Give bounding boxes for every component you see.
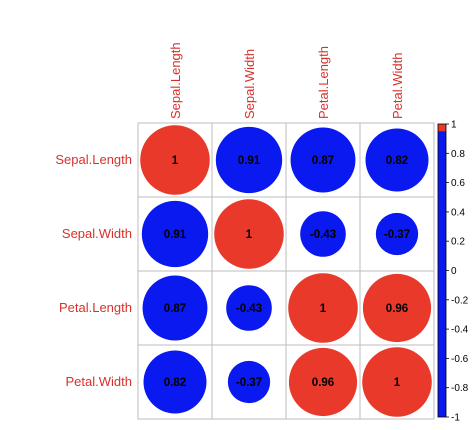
correlation-value-label: 0.87: [164, 303, 186, 315]
colorbar-tick-label: 0.6: [451, 178, 465, 189]
correlation-value-label: 0.87: [312, 155, 334, 167]
correlation-circle: [142, 275, 208, 341]
correlation-circle: [300, 211, 346, 257]
correlation-circle: [375, 212, 419, 256]
column-labels: Sepal.Length Sepal.Width Petal.Length Petal…: [168, 42, 405, 119]
correlation-circle: [288, 347, 358, 417]
column-label: Petal.Width: [390, 53, 405, 119]
correlation-value-label: 0.96: [312, 377, 334, 389]
correlation-value-label: 0.91: [164, 229, 187, 241]
colorbar: 1 0.8 0.6 0.4 0.2 0 -0.2 -0.4 -0.6 -0.8 -1: [437, 120, 469, 424]
colorbar-tick-label: -0.8: [451, 383, 469, 394]
correlation-value-label: -0.37: [384, 229, 410, 241]
correlation-value-label: 0.82: [386, 155, 408, 167]
column-label: Sepal.Length: [168, 42, 183, 119]
correlation-circle: [362, 273, 432, 343]
correlation-value-label: -0.37: [236, 377, 262, 389]
correlation-circle: [141, 200, 209, 268]
colorbar-tick-label: -0.6: [451, 354, 469, 365]
row-label: Petal.Width: [66, 374, 132, 389]
grid-layer: [137, 122, 435, 420]
colorbar-tick-label: 0: [451, 266, 457, 277]
correlation-circle: [140, 125, 210, 195]
correlation-value-label: -0.43: [310, 229, 336, 241]
correlation-value-label: -0.43: [236, 303, 262, 315]
colorbar-tick-label: 0.8: [451, 149, 465, 160]
row-labels: Sepal.Length Sepal.Width Petal.Length Petal…: [55, 152, 132, 389]
correlation-circle: [226, 285, 272, 331]
correlation-value-label: 1: [320, 303, 327, 315]
row-label: Sepal.Length: [55, 152, 132, 167]
correlation-circle: [215, 126, 283, 194]
colorbar-tick-label: 1: [451, 120, 457, 131]
cell-layer: 1 0.91 0.87 0.82 0.91 1 -0.43 -0.37 0.87 -0.43 1 0.…: [140, 125, 432, 417]
colorbar-tick-label: -0.4: [451, 325, 469, 336]
correlation-circle: [290, 127, 356, 193]
correlation-circle: [214, 199, 284, 269]
colorbar-tick-label: 0.4: [451, 207, 465, 218]
correlation-circle: [365, 128, 429, 192]
correlation-circle: [227, 360, 271, 404]
column-label: Sepal.Width: [242, 49, 257, 119]
correlation-value-label: 0.96: [386, 303, 408, 315]
colorbar-tick-label: -1: [451, 413, 460, 424]
colorbar-positive-segment: [438, 124, 446, 132]
correlation-value-label: 1: [246, 229, 253, 241]
correlation-circle: [143, 350, 207, 414]
correlation-circle: [288, 273, 358, 343]
correlation-value-label: 0.91: [238, 155, 261, 167]
colorbar-tick-label: 0.2: [451, 237, 465, 248]
correlation-value-label: 1: [394, 377, 401, 389]
row-label: Petal.Length: [59, 300, 132, 315]
column-label: Petal.Length: [316, 46, 331, 119]
colorbar-tick-label: -0.2: [451, 295, 469, 306]
correlation-circle: [362, 347, 432, 417]
colorbar-fill: [438, 124, 446, 417]
correlation-value-label: 0.82: [164, 377, 186, 389]
row-label: Sepal.Width: [62, 226, 132, 241]
correlation-value-label: 1: [172, 155, 179, 167]
